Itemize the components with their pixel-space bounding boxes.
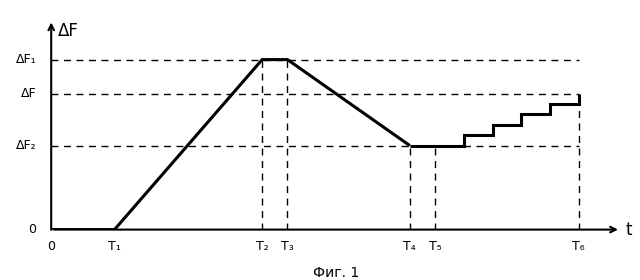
- Text: 0: 0: [47, 240, 55, 253]
- Text: t: t: [625, 221, 632, 239]
- Text: T₄: T₄: [403, 240, 416, 253]
- Text: 0: 0: [28, 223, 36, 236]
- Text: T₃: T₃: [281, 240, 294, 253]
- Text: T₁: T₁: [108, 240, 121, 253]
- Text: T₂: T₂: [256, 240, 269, 253]
- Text: ΔF: ΔF: [58, 22, 79, 39]
- Text: T₆: T₆: [572, 240, 585, 253]
- Text: ΔF₁: ΔF₁: [16, 53, 36, 66]
- Text: T₅: T₅: [429, 240, 442, 253]
- Text: ΔF₂: ΔF₂: [16, 139, 36, 152]
- Text: Фиг. 1: Фиг. 1: [313, 266, 359, 280]
- Text: ΔF: ΔF: [21, 87, 36, 100]
